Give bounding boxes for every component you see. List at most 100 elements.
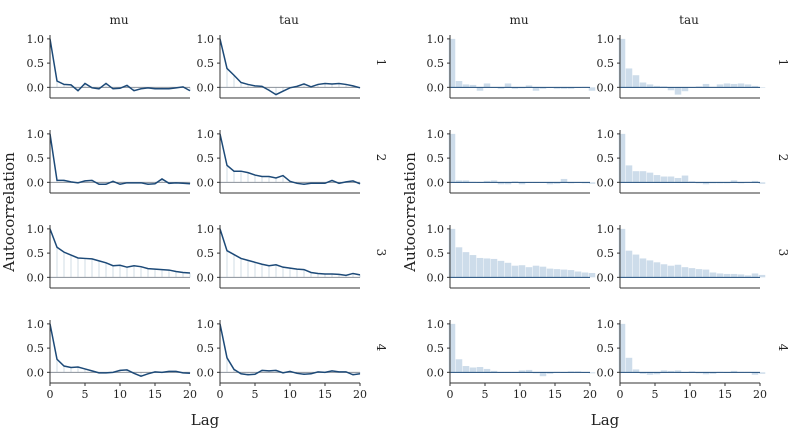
acf-bar <box>618 38 626 88</box>
acf-bar <box>476 257 484 278</box>
panel-tau-3: 0.0 0.5 1.0 <box>597 223 766 289</box>
acf-bar <box>455 81 463 88</box>
acf-bar <box>737 274 745 278</box>
acf-bar <box>588 87 596 91</box>
acf-bar <box>702 83 710 88</box>
acf-bar <box>483 83 491 88</box>
y-axis-title: Autocorrelation <box>0 152 18 273</box>
acf-bar <box>497 87 505 89</box>
acf-bar <box>525 369 533 373</box>
column-strip-label: mu <box>509 13 528 27</box>
acf-bar <box>730 370 738 373</box>
acf-bar <box>744 275 752 278</box>
y-tick-label: 1.0 <box>197 128 215 141</box>
acf-bar <box>462 366 470 373</box>
acf-bar <box>660 176 668 183</box>
panel-mu-1: 0.0 0.5 1.0 <box>27 33 191 99</box>
acf-bar <box>588 372 596 374</box>
x-tick-label: 15 <box>548 388 562 401</box>
acf-bar <box>653 85 661 88</box>
acf-bar <box>632 171 640 183</box>
y-tick-label: 0.5 <box>427 152 445 165</box>
acf-bar <box>546 182 554 185</box>
acf-bar <box>667 370 675 373</box>
y-tick-label: 1.0 <box>597 128 615 141</box>
y-tick-label: 0.0 <box>197 176 215 189</box>
y-tick-label: 0.5 <box>27 247 45 260</box>
acf-line <box>49 323 191 378</box>
acf-bar <box>476 367 484 373</box>
row-strip-label: 2 <box>776 154 790 162</box>
y-tick-label: 0.5 <box>27 57 45 70</box>
acf-bar <box>532 265 540 278</box>
y-tick-label: 1.0 <box>197 318 215 331</box>
acf-bar <box>560 178 568 183</box>
acf-bar <box>744 84 752 88</box>
acf-bar <box>525 85 533 88</box>
acf-bar <box>504 262 512 278</box>
acf-bar <box>448 228 456 278</box>
x-tick-label: 10 <box>683 388 697 401</box>
acf-bar-figure: 0.00.51.00.00.51.00.00.51.00.00.51.00.00… <box>401 13 790 429</box>
y-tick-label: 0.5 <box>427 247 445 260</box>
acf-bar <box>560 269 568 278</box>
y-tick-label: 1.0 <box>27 33 45 46</box>
panel-mu-3: 0.0 0.5 1.0 <box>27 223 191 289</box>
y-tick-label: 0.0 <box>427 366 445 379</box>
y-tick-label: 0.5 <box>197 57 215 70</box>
acf-bar <box>723 273 731 278</box>
y-tick-label: 1.0 <box>597 223 615 236</box>
acf-bar <box>646 372 654 375</box>
acf-bar <box>518 265 526 278</box>
acf-bar <box>625 68 633 88</box>
y-tick-label: 0.0 <box>597 271 615 284</box>
acf-bar <box>667 265 675 278</box>
acf-bar <box>469 255 477 278</box>
acf-bar <box>674 264 682 278</box>
x-tick-label: 0 <box>447 388 454 401</box>
x-tick-label: 5 <box>482 388 489 401</box>
acf-bar <box>667 176 675 183</box>
acf-line <box>219 228 361 277</box>
acf-bar <box>532 87 540 91</box>
acf-bar <box>625 165 633 183</box>
y-tick-label: 1.0 <box>597 318 615 331</box>
y-tick-label: 0.5 <box>27 152 45 165</box>
x-tick-label: 15 <box>318 388 332 401</box>
x-tick-label: 0 <box>47 388 54 401</box>
y-tick-label: 0.5 <box>597 57 615 70</box>
acf-bar <box>681 87 689 92</box>
acf-bar <box>632 369 640 373</box>
acf-bar <box>546 372 554 374</box>
acf-bar <box>709 272 717 278</box>
acf-bar <box>490 370 498 373</box>
panel-tau-1: 0.0 0.5 1.0 <box>597 33 766 99</box>
acf-bar <box>588 182 596 184</box>
acf-bar <box>751 372 759 375</box>
panel-tau-2: 0.0 0.5 1.0 <box>197 128 361 194</box>
y-tick-label: 0.0 <box>427 81 445 94</box>
x-tick-label: 20 <box>583 388 597 401</box>
acf-bar <box>455 359 463 373</box>
acf-bar <box>553 182 561 184</box>
acf-bar <box>758 87 766 88</box>
acf-bar <box>462 252 470 278</box>
panel-mu-2: 0.0 0.5 1.0 <box>427 128 596 194</box>
acf-line <box>219 133 361 186</box>
panel-mu-4: 0.0 0.5 1.0 0 5 10 15 20 <box>27 318 198 401</box>
acf-bar <box>667 87 675 91</box>
acf-line <box>49 228 191 274</box>
acf-bar <box>483 258 491 278</box>
acf-bar <box>581 272 589 278</box>
acf-bar <box>674 87 682 95</box>
acf-bar <box>660 370 668 373</box>
acf-bar <box>455 180 463 183</box>
x-tick-label: 15 <box>718 388 732 401</box>
x-tick-label: 5 <box>652 388 659 401</box>
column-strip-label: mu <box>109 13 128 27</box>
acf-bar <box>695 269 703 278</box>
acf-bar <box>751 85 759 88</box>
y-tick-label: 0.0 <box>597 81 615 94</box>
acf-bar <box>709 372 717 374</box>
y-tick-label: 0.0 <box>27 176 45 189</box>
